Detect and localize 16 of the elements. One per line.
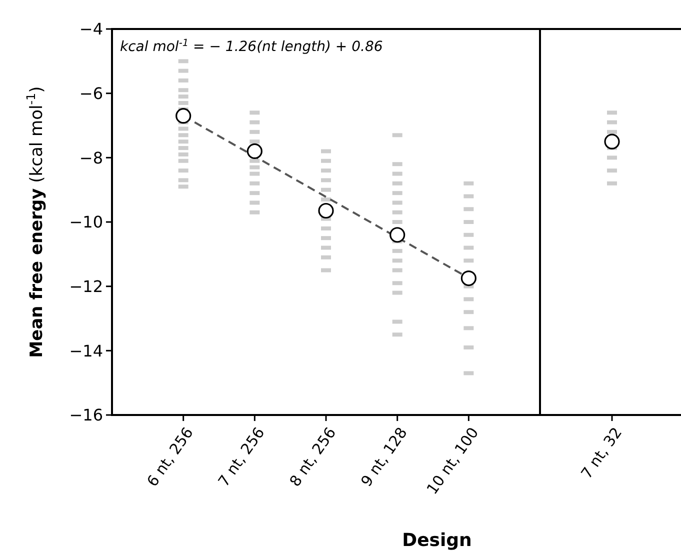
y-tick-label: −16 (69, 406, 103, 425)
y-tick-label: −4 (79, 20, 103, 39)
point (246, 143, 262, 160)
y-tick-label: −6 (79, 84, 103, 103)
point (604, 134, 620, 150)
point (460, 270, 476, 286)
y-tick-label: −10 (69, 212, 103, 232)
y-tick-label: −12 (69, 276, 103, 296)
y-tick-label: −14 (69, 341, 103, 360)
point (318, 202, 334, 219)
y-tick-label: −8 (79, 148, 103, 168)
x-tick-label: 7 nt, 32 (577, 424, 626, 482)
point (390, 227, 406, 243)
x-axis-title: Design (402, 530, 472, 551)
annotation: kcal mol$^{-1}$ = − 1.26(nt length) + 0.86 (120, 38, 383, 55)
point (176, 108, 192, 124)
